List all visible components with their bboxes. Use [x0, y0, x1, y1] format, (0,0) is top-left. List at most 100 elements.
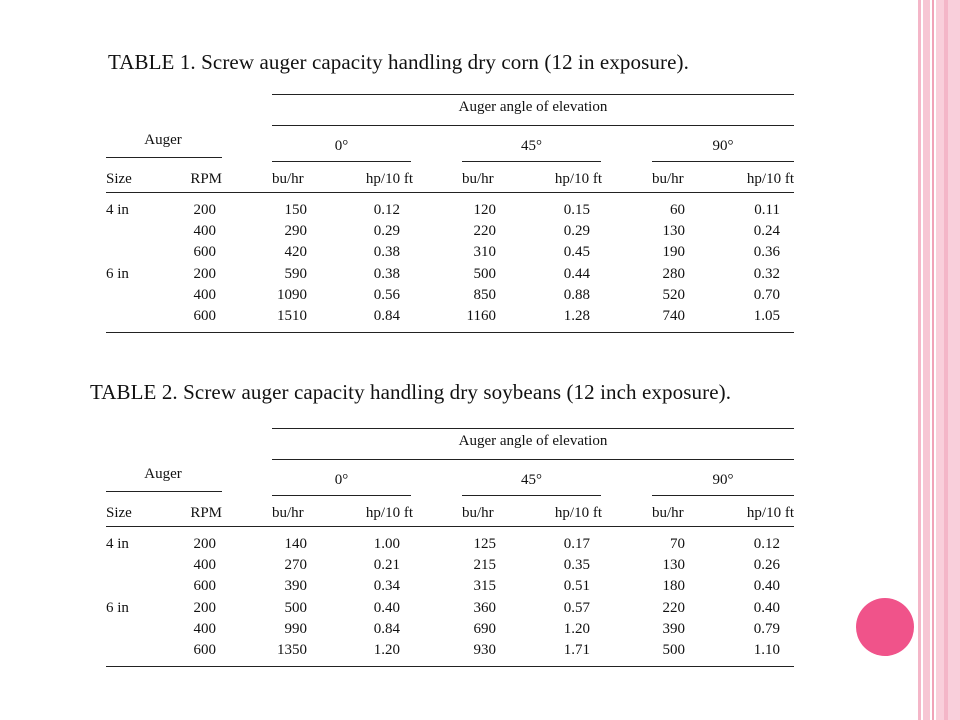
table-cell: 420 — [284, 244, 308, 261]
table-cell: 315 — [473, 578, 497, 595]
angle-header: 45° — [521, 138, 542, 154]
side-stripe — [932, 0, 934, 720]
column-header: Size — [106, 505, 132, 521]
table-cell: 1.71 — [563, 642, 590, 658]
table-cell: 1160 — [466, 308, 496, 324]
table-cell: 130 — [662, 557, 686, 574]
table-cell: 0.21 — [373, 557, 400, 574]
group-header: Auger angle of elevation — [458, 433, 608, 449]
side-stripe — [936, 0, 960, 720]
angle-header-rule — [652, 495, 794, 496]
table-cell: 600 — [193, 244, 217, 261]
table-cell: 0.12 — [373, 202, 400, 218]
table-cell: 200 — [193, 599, 217, 616]
column-header: hp/10 ft — [365, 505, 413, 521]
table-cell: 0.40 — [373, 599, 400, 616]
table-cell: 0.32 — [753, 265, 780, 282]
table-cell: 125 — [473, 536, 497, 552]
table-cell: 310 — [473, 244, 497, 261]
angle-header: 90° — [712, 138, 734, 154]
table-cell: 690 — [473, 620, 497, 637]
table-bottom-rule — [106, 332, 794, 333]
table-cell: 0.56 — [373, 286, 400, 303]
column-header-rule — [106, 192, 794, 193]
side-stripe — [923, 0, 930, 720]
side-stripe — [944, 0, 948, 720]
table-cell: 200 — [193, 202, 217, 218]
table-row: 6 in 200 590 0.38 500 0.44 280 0.32 — [104, 265, 794, 286]
column-header: bu/hr — [652, 505, 684, 521]
table-cell: 930 — [473, 642, 497, 658]
table-cell: 0.11 — [754, 202, 780, 218]
table-cell: 200 — [193, 265, 217, 282]
table-cell: 0.29 — [373, 223, 400, 240]
table-row: 600 1510 0.84 1160 1.28 740 1.05 — [104, 307, 794, 328]
table-cell: 0.34 — [373, 578, 400, 595]
table-cell: 290 — [284, 223, 308, 240]
table-cell: 990 — [284, 620, 308, 637]
table-cell: 1350 — [277, 642, 307, 658]
table-cell: 390 — [284, 578, 308, 595]
column-header: hp/10 ft — [554, 171, 602, 187]
column-header: bu/hr — [652, 171, 684, 187]
table-cell: 1.28 — [563, 308, 590, 324]
table-cell: 130 — [662, 223, 686, 240]
column-header: RPM — [190, 505, 222, 521]
table-row: 400 270 0.21 215 0.35 130 0.26 — [104, 556, 794, 577]
auger-header-rule — [106, 491, 222, 492]
angle-header: 45° — [521, 472, 542, 488]
header-top-rule — [272, 94, 794, 95]
table-row: 400 290 0.29 220 0.29 130 0.24 — [104, 222, 794, 243]
table-cell: 0.12 — [753, 536, 780, 552]
table-cell: 0.29 — [563, 223, 590, 240]
table-cell: 0.35 — [563, 557, 590, 574]
column-header: hp/10 ft — [554, 505, 602, 521]
table-cell: 0.17 — [563, 536, 590, 552]
table-cell: 390 — [662, 620, 686, 637]
column-header: bu/hr — [272, 171, 304, 187]
table-cell: 600 — [193, 578, 217, 595]
pink-circle-decoration — [856, 598, 914, 656]
table-cell: 0.38 — [373, 244, 400, 261]
table-cell: 190 — [662, 244, 686, 261]
angle-header-rule — [272, 161, 411, 162]
table-cell: 1.05 — [753, 308, 780, 324]
column-header: bu/hr — [462, 505, 494, 521]
table-cell: 60 — [670, 202, 685, 218]
table-row: 4 in 200 140 1.00 125 0.17 70 0.12 — [104, 535, 794, 556]
table-cell: 600 — [193, 308, 217, 324]
table-row: 600 1350 1.20 930 1.71 500 1.10 — [104, 641, 794, 662]
table-cell: 0.45 — [563, 244, 590, 261]
table-cell: 1.10 — [753, 642, 780, 658]
column-header-rule — [106, 526, 794, 527]
column-header: hp/10 ft — [746, 505, 794, 521]
table-cell: 0.40 — [753, 578, 780, 595]
column-header: RPM — [190, 171, 222, 187]
table-row: 4 in 200 150 0.12 120 0.15 60 0.11 — [104, 201, 794, 222]
table-cell: 0.26 — [753, 557, 780, 574]
table-cell: 4 in — [106, 536, 129, 552]
angle-header-rule — [462, 161, 601, 162]
column-header: bu/hr — [272, 505, 304, 521]
table-cell: 1090 — [277, 286, 307, 303]
table-cell: 0.84 — [373, 620, 400, 637]
table-2-caption: TABLE 2. Screw auger capacity handling d… — [90, 380, 732, 404]
column-header: Size — [106, 171, 132, 187]
column-header: hp/10 ft — [365, 171, 413, 187]
auger-header-rule — [106, 157, 222, 158]
table-cell: 215 — [473, 557, 497, 574]
table-cell: 0.36 — [753, 244, 780, 261]
table-1: Auger angle of elevation Auger 0° 45° 90° Siz… — [104, 82, 794, 342]
table-cell: 1.20 — [563, 620, 590, 637]
table-cell: 6 in — [106, 265, 129, 282]
table-cell: 600 — [193, 642, 217, 658]
table-1-caption: TABLE 1. Screw auger capacity handling d… — [108, 50, 689, 74]
table-cell: 400 — [193, 223, 217, 240]
table-cell: 590 — [284, 265, 308, 282]
angle-header-rule — [652, 161, 794, 162]
table-cell: 0.24 — [753, 223, 780, 240]
table-cell: 520 — [662, 286, 686, 303]
table-cell: 220 — [473, 223, 497, 240]
table-cell: 0.57 — [563, 599, 590, 616]
table-cell: 220 — [662, 599, 686, 616]
